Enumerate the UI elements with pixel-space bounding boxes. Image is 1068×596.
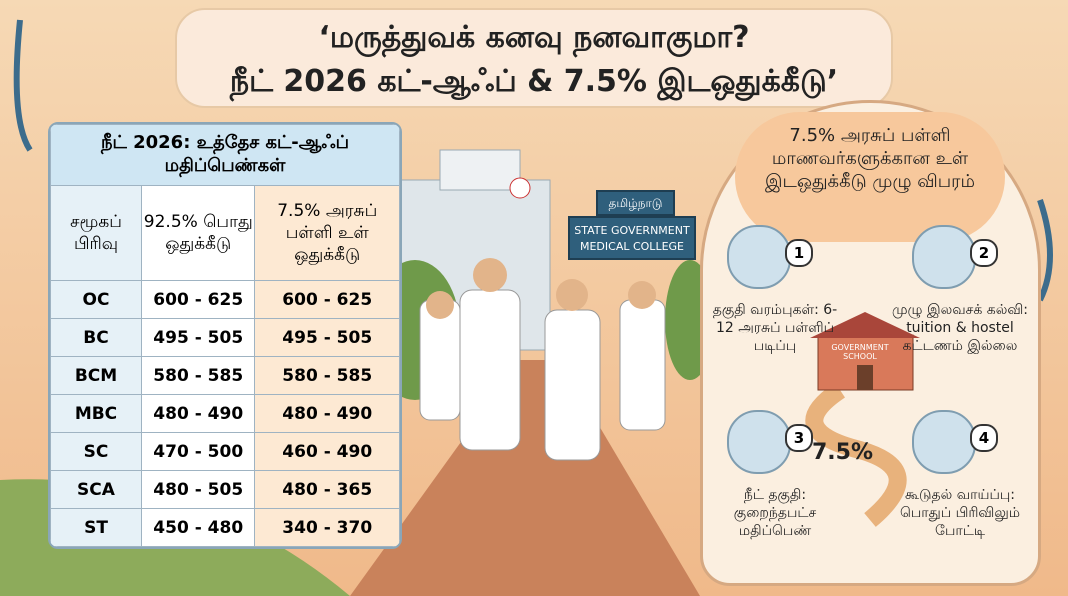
table-cell: 480 - 505 bbox=[140, 470, 256, 509]
table-row: BC 495 - 505 495 - 505 bbox=[50, 318, 400, 357]
table-cell: 470 - 500 bbox=[140, 432, 256, 471]
item-icon bbox=[912, 225, 976, 289]
table-cell: 580 - 585 bbox=[140, 356, 256, 395]
table-row: SCA 480 - 505 480 - 365 bbox=[50, 470, 400, 509]
table-cell: BCM bbox=[50, 356, 142, 395]
table-cell: SC bbox=[50, 432, 142, 471]
table-cell: 480 - 490 bbox=[254, 394, 400, 433]
column-header: 92.5% பொது ஒதுக்கீடு bbox=[140, 185, 256, 281]
table-cell: 340 - 370 bbox=[254, 508, 400, 547]
table-cell: 480 - 365 bbox=[254, 470, 400, 509]
state-sign: தமிழ்நாடு bbox=[596, 190, 675, 216]
school-sign: GOVERNMENT SCHOOL bbox=[831, 343, 889, 361]
panel-decor bbox=[805, 312, 920, 527]
table-row: BCM 580 - 585 580 - 585 bbox=[50, 356, 400, 395]
column-header: 7.5% அரசுப் பள்ளி உள் ஒதுக்கீடு bbox=[254, 185, 400, 281]
title-box: ‘மருத்துவக் கனவு நனவாகுமா? நீட் 2026 கட்… bbox=[175, 8, 893, 108]
table-row: OC 600 - 625 600 - 625 bbox=[50, 280, 400, 319]
table-cell: BC bbox=[50, 318, 142, 357]
item-icon bbox=[727, 225, 791, 289]
item-number: 1 bbox=[785, 239, 813, 267]
item-number: 2 bbox=[970, 239, 998, 267]
table-row: MBC 480 - 490 480 - 490 bbox=[50, 394, 400, 433]
item-text: தகுதி வரம்புகள்: 6-12 அரசுப் பள்ளிப் படி… bbox=[712, 302, 838, 354]
table-cell: SCA bbox=[50, 470, 142, 509]
table: நீட் 2026: உத்தேச கட்-ஆஃப் மதிப்பெண்கள் … bbox=[50, 124, 400, 547]
table-cell: 600 - 625 bbox=[254, 280, 400, 319]
item-icon bbox=[912, 410, 976, 474]
table-cell: 460 - 490 bbox=[254, 432, 400, 471]
item-number: 4 bbox=[970, 424, 998, 452]
item-text: நீட் தகுதி: குறைந்தபட்ச மதிப்பெண் bbox=[733, 487, 817, 539]
college-sign: STATE GOVERNMENT MEDICAL COLLEGE bbox=[568, 216, 696, 260]
item-text: கூடுதல் வாய்ப்பு: பொதுப் பிரிவிலும் போட்… bbox=[899, 487, 1021, 539]
panel-title: 7.5% அரசுப் பள்ளி மாணவர்களுக்கான உள் இடஒ… bbox=[735, 112, 1005, 242]
table-cell: 600 - 625 bbox=[140, 280, 256, 319]
title-line: ‘மருத்துவக் கனவு நனவாகுமா? bbox=[318, 20, 750, 55]
table-row: ST 450 - 480 340 - 370 bbox=[50, 508, 400, 547]
table-title: நீட் 2026: உத்தேச கட்-ஆஃப் மதிப்பெண்கள் bbox=[50, 124, 400, 186]
table-cell: ST bbox=[50, 508, 142, 547]
item-number: 3 bbox=[785, 424, 813, 452]
table-cell: 495 - 505 bbox=[140, 318, 256, 357]
table-cell: 580 - 585 bbox=[254, 356, 400, 395]
column-header: சமூகப் பிரிவு bbox=[50, 185, 142, 281]
item-icon bbox=[727, 410, 791, 474]
title-line: நீட் 2026 கட்-ஆஃப் & 7.5% இடஒதுக்கீடு’ bbox=[229, 64, 839, 99]
table-cell: 450 - 480 bbox=[140, 508, 256, 547]
item-text: முழு இலவசக் கல்வி: tuition & hostel கட்ட… bbox=[892, 302, 1028, 354]
table-cell: 480 - 490 bbox=[140, 394, 256, 433]
path-label: 7.5% bbox=[812, 440, 874, 465]
table-cell: 495 - 505 bbox=[254, 318, 400, 357]
table-cell: MBC bbox=[50, 394, 142, 433]
cutoff-table: நீட் 2026: உத்தேச கட்-ஆஃப் மதிப்பெண்கள் … bbox=[48, 122, 402, 549]
table-cell: OC bbox=[50, 280, 142, 319]
table-row: SC 470 - 500 460 - 490 bbox=[50, 432, 400, 471]
